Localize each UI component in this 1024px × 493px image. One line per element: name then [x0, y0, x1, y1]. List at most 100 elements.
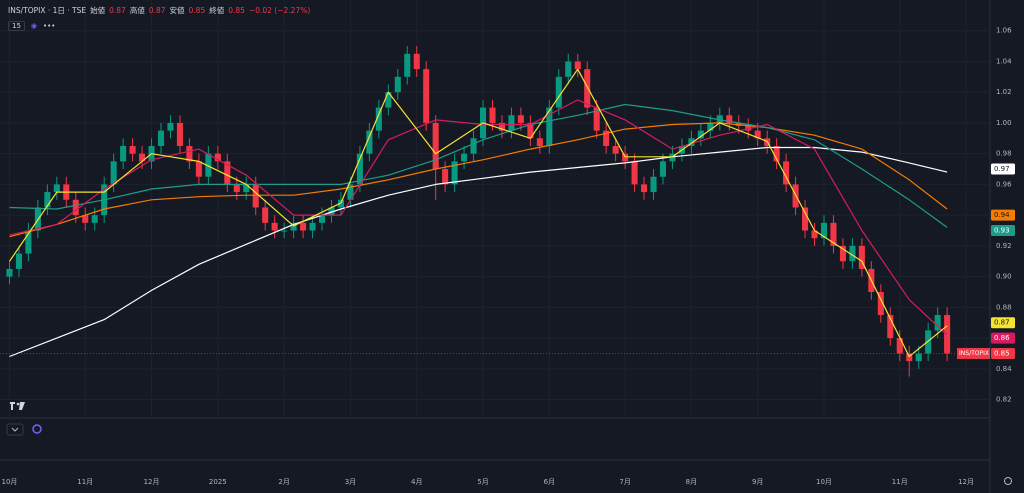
settings-icon[interactable]	[1004, 477, 1012, 485]
y-tick-label: 0.96	[996, 180, 1012, 188]
candle-body	[716, 115, 723, 123]
symbol-badge	[957, 347, 990, 359]
candle-body	[309, 222, 316, 231]
candle-body	[300, 222, 307, 231]
candle-body	[754, 130, 761, 139]
y-tick-label: 1.06	[996, 27, 1012, 35]
indicator-row: 15 ◉ •••	[8, 21, 55, 31]
candle-body	[612, 145, 619, 154]
candle-body	[385, 92, 392, 108]
candle-body	[423, 69, 430, 123]
x-tick-label: 8月	[686, 478, 697, 486]
candle-body	[659, 161, 667, 177]
moving-average-line	[9, 122, 948, 238]
candle-body	[603, 130, 610, 146]
x-tick-label: 7月	[619, 478, 630, 486]
candle-body	[337, 199, 344, 208]
candle-body	[328, 207, 335, 216]
x-tick-label: 12月	[958, 478, 974, 486]
candle-body	[375, 107, 382, 131]
candle-body	[214, 153, 221, 162]
candle-body	[442, 169, 449, 185]
moving-average-line	[9, 146, 948, 358]
indicator-icon[interactable]: ◉	[30, 22, 38, 30]
price-badge-label: 0.97	[994, 165, 1010, 173]
x-tick-label: 3月	[345, 478, 356, 486]
candle-body	[565, 61, 572, 77]
candle-body	[53, 184, 60, 193]
y-tick-label: 1.04	[996, 57, 1012, 65]
candle-body	[546, 107, 553, 146]
candle-body	[233, 184, 240, 193]
indicator-icon[interactable]	[32, 424, 42, 434]
y-tick-label: 0.90	[996, 273, 1012, 281]
moving-average-line	[9, 103, 948, 228]
candle-body	[650, 176, 657, 193]
candle-body	[356, 153, 363, 185]
x-tick-label: 10月	[2, 478, 18, 486]
candle-body	[536, 138, 543, 146]
x-tick-label: 9月	[752, 478, 763, 486]
candle-body	[224, 161, 231, 185]
ohlc-label: 始値	[90, 6, 106, 15]
candle-body	[461, 153, 468, 162]
price-badge	[991, 347, 1015, 359]
price-badge-label: 0.86	[994, 334, 1010, 342]
candle-body	[858, 245, 865, 269]
candle-body	[110, 161, 117, 185]
x-tick-label: 11月	[77, 478, 93, 486]
candle-body	[517, 115, 524, 123]
candle-body	[887, 315, 894, 339]
moving-average-line	[9, 68, 948, 358]
candle-body	[6, 268, 13, 277]
symbol-badge-label: INS/TOPIX	[959, 350, 989, 357]
candle-body	[669, 153, 676, 162]
candle-body	[139, 153, 146, 162]
price-badge	[991, 317, 1015, 329]
y-tick-label: 0.88	[996, 303, 1012, 311]
candle-body	[773, 145, 780, 162]
candle-body	[15, 253, 22, 269]
candle-body	[195, 161, 202, 177]
x-tick-label: 6月	[544, 478, 555, 486]
candle-body	[451, 161, 458, 185]
candle-body	[877, 291, 884, 316]
y-tick-label: 0.92	[996, 242, 1012, 250]
indicator-button[interactable]: 15	[8, 21, 25, 31]
candle-body	[641, 184, 648, 193]
candle-body	[366, 130, 373, 154]
symbol: INS/TOPIX · 1日 · TSE	[8, 6, 87, 15]
more-button[interactable]: •••	[43, 22, 56, 30]
x-tick-label: 4月	[411, 478, 422, 486]
y-tick-label: 1.02	[996, 88, 1012, 96]
ohlc-value: 0.85	[228, 6, 245, 15]
candle-body	[508, 115, 515, 131]
candle-body	[167, 122, 174, 131]
ohlc-value: 0.87	[109, 6, 126, 15]
x-tick-label: 11月	[892, 478, 908, 486]
candle-body	[811, 230, 818, 239]
candle-body	[82, 215, 89, 223]
candle-body	[413, 53, 420, 70]
candle-body	[271, 222, 278, 231]
candle-body	[593, 107, 600, 131]
price-badge-label: 0.93	[994, 227, 1010, 235]
candle-body	[849, 245, 856, 262]
candle-body	[262, 207, 269, 223]
x-tick-label: 2025	[209, 478, 227, 486]
candle-body	[157, 130, 165, 146]
ohlc-value: 0.87	[148, 6, 166, 15]
candle-body	[584, 69, 591, 108]
y-tick-label: 0.98	[996, 150, 1012, 158]
candle-body	[726, 115, 733, 123]
candle-body	[129, 145, 136, 154]
candle-body	[243, 184, 250, 193]
candle-body	[915, 353, 922, 362]
x-tick-label: 5月	[477, 478, 488, 486]
candle-body	[72, 199, 79, 216]
candle-body	[631, 161, 638, 185]
pane-toggle[interactable]	[6, 423, 24, 436]
